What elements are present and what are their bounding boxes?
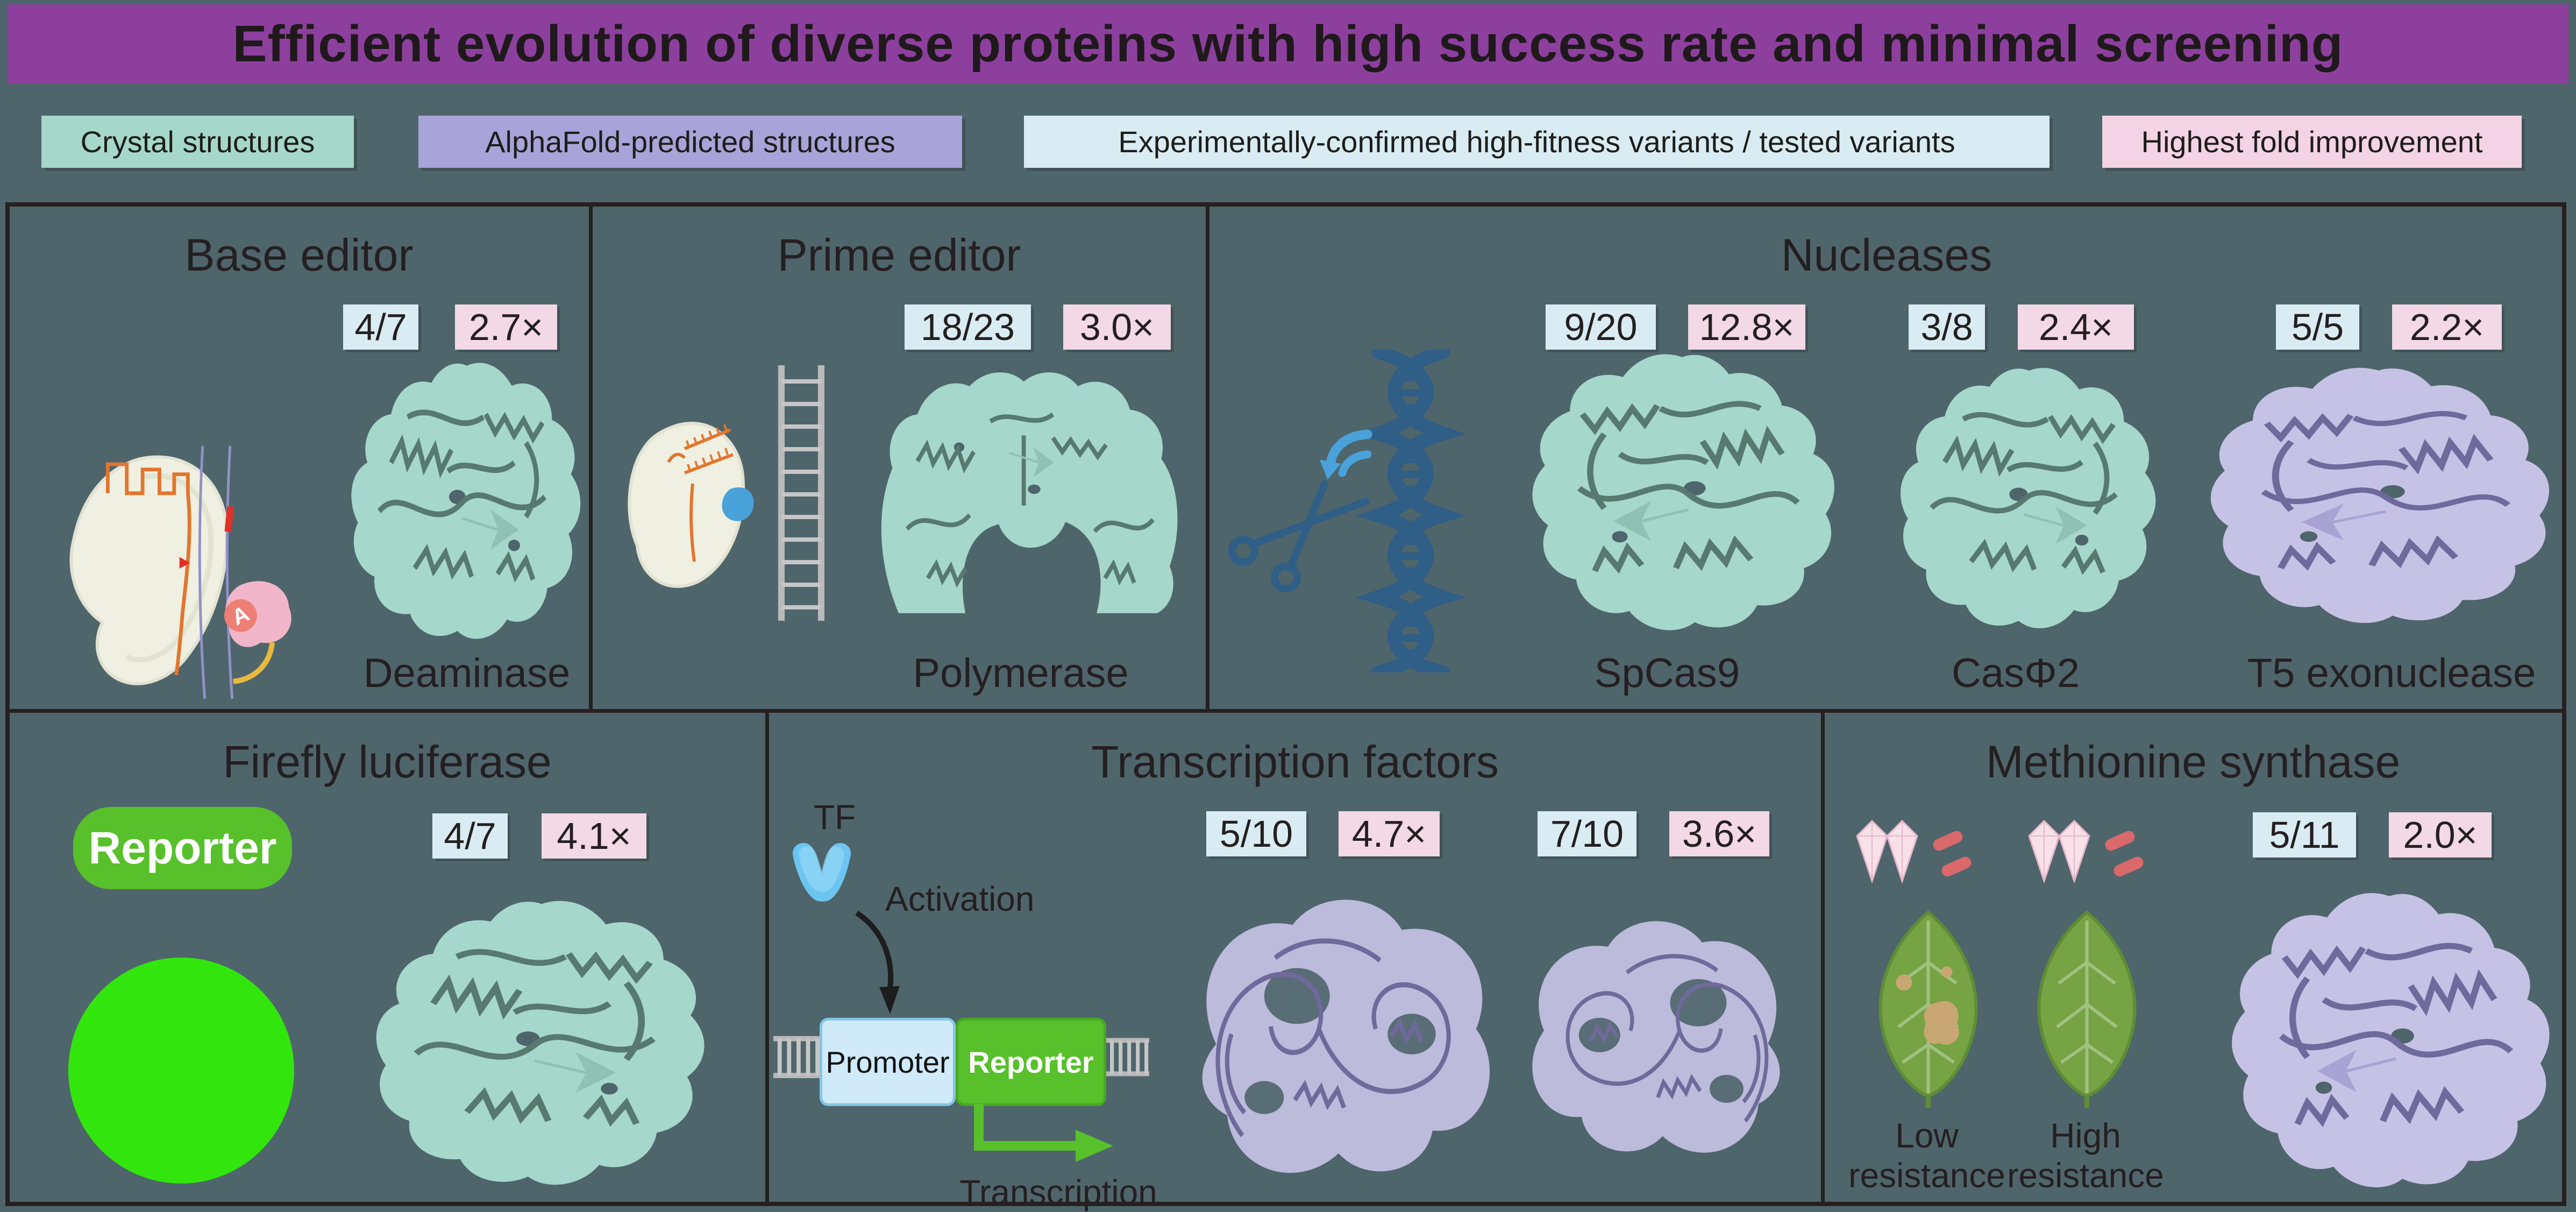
promoter-dna-left-icon: [773, 1027, 821, 1087]
base-editor-fold-badge: 2.7×: [455, 304, 557, 350]
panel-title-methionine: Methionine synthase: [1986, 736, 2401, 787]
spcas9-confirmed-badge: 9/20: [1546, 304, 1656, 350]
base-editor-cartoon-icon: A: [69, 445, 291, 699]
dna-scissors-icon: [1222, 341, 1491, 680]
t5-confirmed-badge: 5/5: [2276, 304, 2359, 350]
panel-title-prime-editor: Prime editor: [777, 230, 1021, 280]
reverse-transcriptase-blob-icon: [722, 487, 754, 521]
legend-alphafold-label: AlphaFold-predicted structures: [485, 125, 895, 159]
activation-label: Activation: [885, 880, 1035, 918]
deaminase-structure-icon: [351, 363, 581, 639]
low-resistance-label: Low resistance: [1848, 1116, 2005, 1195]
casphi2-confirmed-badge: 3/8: [1909, 304, 1985, 350]
divider-horizontal: [10, 709, 2562, 713]
panel-title-firefly: Firefly luciferase: [223, 736, 552, 787]
casphi2-label: CasΦ2: [1951, 650, 2080, 696]
activation-arrow-icon: [855, 910, 900, 1014]
casphi2-fold-badge: 2.4×: [2018, 304, 2134, 350]
panel-grid: Base editor 4/7 2.7× A Deaminase Prime e…: [5, 202, 2566, 1211]
high-resistance-label: High resistance: [2007, 1116, 2164, 1195]
base-editor-confirmed-badge: 4/7: [343, 304, 418, 350]
dna-strands-icon: [198, 445, 234, 699]
prime-editor-confirmed-badge: 18/23: [905, 304, 1031, 350]
legend-confirmed-variants: Experimentally-confirmed high-fitness va…: [1024, 116, 2050, 168]
panel-title-base-editor: Base editor: [184, 230, 414, 280]
tf2-confirmed-badge: 7/10: [1538, 811, 1636, 856]
legend-fold-improvement: Highest fold improvement: [2102, 116, 2522, 168]
panel-title-transcription-factors: Transcription factors: [1091, 736, 1499, 787]
methionine-fold-badge: 2.0×: [2389, 812, 2492, 857]
legend-alphafold-structures: AlphaFold-predicted structures: [418, 116, 962, 168]
transcription-label: Transcription: [959, 1173, 1157, 1211]
polymerase-structure-icon: [881, 372, 1178, 613]
spcas9-structure-icon: [1532, 354, 1834, 630]
tf-label: TF: [814, 798, 856, 837]
legend-crystal-structures: Crystal structures: [41, 116, 354, 168]
legend-crystal-label: Crystal structures: [80, 125, 315, 159]
spcas9-fold-badge: 12.8×: [1688, 304, 1805, 350]
promoter-dna-right-icon: [1106, 1027, 1149, 1087]
t5-structure-icon: [2210, 367, 2550, 623]
tf2-fold-badge: 3.6×: [1669, 811, 1769, 856]
panel-title-nucleases: Nucleases: [1781, 230, 1993, 280]
substrate-crystals-icon-2: [2028, 820, 2146, 882]
substrate-crystals-icon-1: [1856, 820, 1974, 882]
methionine-confirmed-badge: 5/11: [2253, 812, 2356, 857]
nick-loop-icon: [232, 642, 275, 684]
spcas9-label: SpCas9: [1594, 650, 1740, 696]
prime-editor-cartoon-icon: [628, 365, 824, 621]
pegrna-icon: [667, 424, 734, 562]
divider-base-prime: [589, 207, 593, 709]
tf1-confirmed-badge: 5/10: [1206, 811, 1306, 856]
t5-label: T5 exonuclease: [2247, 650, 2536, 696]
promoter-box: Promoter: [820, 1018, 956, 1106]
tf1-structure-icon: [1202, 899, 1490, 1173]
divider-prime-nucleases: [1206, 207, 1209, 709]
transcription-arrow-icon: [974, 1104, 1113, 1162]
leaf-low-resistance-icon: [1860, 906, 1997, 1108]
casphi2-structure-icon: [1900, 367, 2156, 628]
reporter-box: Reporter: [956, 1018, 1106, 1106]
tf1-fold-badge: 4.7×: [1339, 811, 1440, 856]
base-editor-protein-label: Deaminase: [363, 650, 571, 696]
leaf-high-resistance-icon: [2018, 906, 2155, 1108]
firefly-confirmed-badge: 4/7: [432, 813, 508, 859]
legend-fold-label: Highest fold improvement: [2141, 125, 2483, 159]
methionine-structure-icon: [2232, 893, 2550, 1188]
figure-title-bar: Efficient evolution of diverse proteins …: [8, 4, 2568, 84]
legend-confirmed-label: Experimentally-confirmed high-fitness va…: [1118, 125, 1955, 159]
firefly-fold-badge: 4.1×: [542, 813, 646, 859]
tf2-structure-icon: [1532, 921, 1780, 1153]
t5-fold-badge: 2.2×: [2392, 304, 2502, 350]
prime-editor-fold-badge: 3.0×: [1063, 304, 1171, 350]
divider-firefly-tf: [765, 713, 769, 1202]
firefly-reporter-pill: Reporter: [73, 807, 292, 889]
divider-tf-methionine: [1821, 713, 1825, 1202]
luminescence-circle-icon: [68, 958, 294, 1183]
prime-editor-protein-label: Polymerase: [913, 650, 1129, 696]
luciferase-structure-icon: [376, 901, 705, 1185]
sgrna-icon: [105, 462, 190, 495]
figure-title: Efficient evolution of diverse proteins …: [232, 15, 2344, 73]
